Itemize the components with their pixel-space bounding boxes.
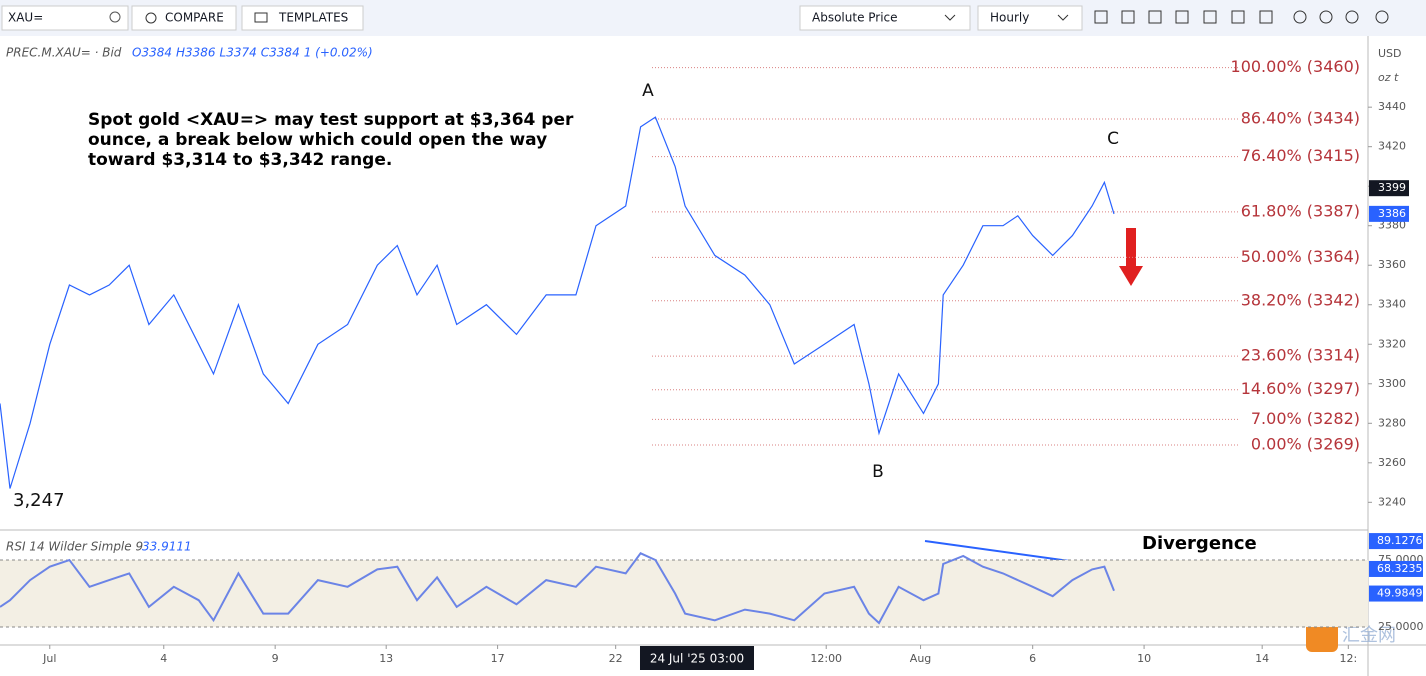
- down-arrow: [1119, 228, 1143, 286]
- low-label: 3,247: [13, 490, 65, 511]
- rsi-badge-label: 49.9849: [1377, 587, 1423, 600]
- fib-label: 38.20% (3342): [1241, 290, 1360, 309]
- fib-label: 76.40% (3415): [1241, 146, 1360, 165]
- y-tick-label: 3380: [1378, 219, 1406, 232]
- currency: USD: [1378, 47, 1402, 60]
- compare-button[interactable]: [131, 5, 237, 31]
- rsi-band: [0, 560, 1368, 628]
- fib-label: 23.60% (3314): [1241, 346, 1360, 365]
- fib-label: 50.00% (3364): [1241, 247, 1360, 266]
- tool-icons: [1094, 10, 1389, 24]
- fib-label: 14.60% (3297): [1241, 379, 1360, 398]
- fib-label: 61.80% (3387): [1241, 201, 1360, 220]
- legend: PREC.M.XAU= · Bid: [6, 46, 122, 60]
- symbol: XAU=: [8, 11, 43, 25]
- y-tick-label: 3320: [1378, 337, 1406, 350]
- price-mode-select[interactable]: [799, 5, 971, 31]
- x-tick-label: 9: [272, 652, 279, 665]
- price-line: [0, 552, 1115, 625]
- x-tick-label: Jul: [42, 652, 56, 665]
- fib-label: 100.00% (3460): [1231, 57, 1360, 76]
- y-tick-label: 3420: [1378, 140, 1406, 153]
- wave-label: A: [642, 81, 654, 101]
- annotation: toward $3,314 to $3,342 range.: [88, 150, 392, 170]
- price-badge-label: 3386: [1378, 207, 1406, 220]
- y-tick-label: 3300: [1378, 377, 1406, 390]
- ohlc-label: H3386: [176, 46, 216, 60]
- ohlc-label: L3374: [220, 46, 257, 60]
- crosshair-label: 24 Jul '25 03:00: [650, 652, 744, 666]
- rsi-badge: [1369, 560, 1423, 577]
- rsi-last: 33.9111: [142, 540, 192, 554]
- y-tick-label: 3440: [1378, 100, 1406, 113]
- x-tick-label: 12:: [1339, 652, 1357, 665]
- divergence-label: Divergence: [1142, 533, 1257, 554]
- fib-label: 0.00% (3269): [1251, 435, 1360, 454]
- ohlc-label: 1 (+0.02%): [304, 46, 373, 60]
- unit: oz t: [1378, 71, 1399, 84]
- ohlc-label: C3384: [261, 46, 300, 60]
- y-tick-label: 3340: [1378, 298, 1406, 311]
- x-tick-label: 22: [609, 652, 623, 665]
- y-tick-label: 3260: [1378, 456, 1406, 469]
- price-badge: [1369, 205, 1409, 222]
- templates: TEMPLATES: [278, 11, 348, 25]
- crosshair-badge: [639, 646, 754, 670]
- price-line: [0, 116, 1115, 489]
- price-mode: Absolute Price: [812, 11, 898, 25]
- price-badge-label: 3399: [1378, 181, 1406, 194]
- wave-label: B: [872, 462, 884, 482]
- fib-label: 86.40% (3434): [1241, 109, 1360, 128]
- rsi-badge-label: 68.3235: [1377, 562, 1423, 575]
- symbol-box[interactable]: [1, 5, 129, 31]
- wave-label: C: [1107, 129, 1119, 149]
- rsi-tick-label: 25.0000: [1378, 620, 1424, 633]
- templates-button[interactable]: [241, 5, 364, 31]
- watermark-logo: [1306, 620, 1338, 652]
- x-tick-label: 14: [1255, 652, 1269, 665]
- chevron: [1057, 14, 1069, 21]
- y-tick-label: 3280: [1378, 416, 1406, 429]
- folder-icon: [254, 12, 268, 23]
- rsi-badge: [1369, 585, 1423, 602]
- watermark: 汇金网: [1342, 625, 1396, 646]
- x-tick-label: 17: [491, 652, 505, 665]
- interval: Hourly: [990, 11, 1029, 25]
- search-icon: [109, 11, 121, 23]
- price-badge: [1369, 180, 1409, 197]
- interval-select[interactable]: [977, 5, 1083, 31]
- y-tick-label: 3360: [1378, 258, 1406, 271]
- ohlc-label: O3384: [132, 46, 172, 60]
- annotation: Spot gold <XAU=> may test support at $3,…: [88, 110, 574, 130]
- y-tick-label: 3240: [1378, 495, 1406, 508]
- x-tick-label: 4: [160, 652, 167, 665]
- rsi-badge: [1369, 533, 1423, 550]
- fib-label: 7.00% (3282): [1251, 409, 1360, 428]
- x-tick-label: 10: [1137, 652, 1151, 665]
- compare: COMPARE: [165, 11, 224, 25]
- x-tick-label: 13: [379, 652, 393, 665]
- x-tick-label: 12:00: [810, 652, 842, 665]
- annotation: ounce, a break below which could open th…: [88, 130, 547, 150]
- plus-icon: [145, 12, 157, 24]
- x-tick-label: 6: [1029, 652, 1036, 665]
- chevron: [944, 14, 956, 21]
- rsi-title: RSI 14 Wilder Simple 9: [6, 540, 143, 554]
- x-tick-label: Aug: [910, 652, 931, 665]
- rsi-badge-label: 89.1276: [1377, 534, 1423, 547]
